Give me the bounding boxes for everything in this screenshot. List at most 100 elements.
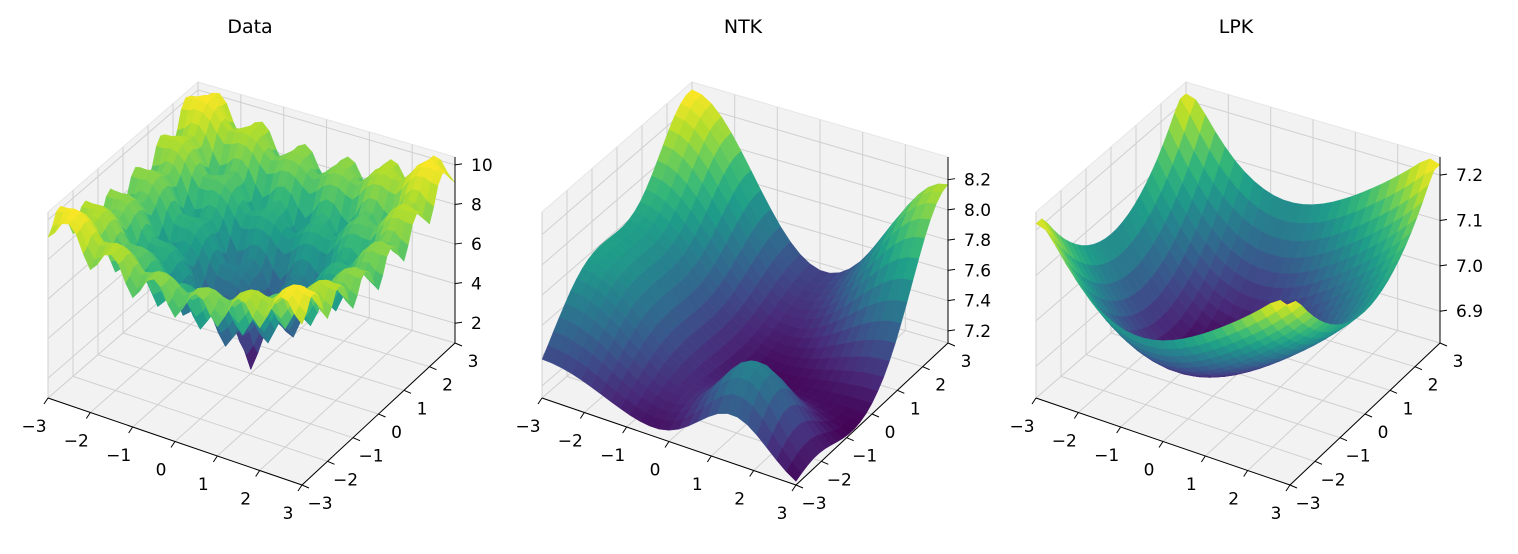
z-tick-label: 7.6 bbox=[964, 261, 991, 281]
x-tick-label: 2 bbox=[240, 490, 251, 510]
z-tick-label: 2 bbox=[471, 314, 482, 334]
x-tick-label: 0 bbox=[156, 461, 167, 481]
x-tick bbox=[791, 484, 797, 492]
subplot-title: NTK bbox=[724, 16, 763, 38]
x-tick-label: 0 bbox=[650, 461, 661, 481]
y-tick bbox=[1389, 389, 1398, 394]
x-tick-label: 3 bbox=[283, 504, 294, 524]
z-tick bbox=[454, 321, 463, 324]
x-tick bbox=[706, 455, 712, 463]
y-tick-label: 1 bbox=[417, 399, 428, 419]
y-tick bbox=[1289, 484, 1298, 489]
x-tick-label: −2 bbox=[1052, 432, 1077, 452]
y-tick-label: −1 bbox=[852, 447, 877, 467]
x-tick-label: −3 bbox=[515, 417, 540, 437]
y-tick bbox=[922, 366, 930, 371]
y-tick bbox=[454, 342, 463, 347]
y-tick-label: −3 bbox=[307, 494, 332, 514]
x-tick-label: −2 bbox=[558, 432, 583, 452]
x-tick-label: −1 bbox=[1094, 446, 1119, 466]
z-tick-label: 10 bbox=[471, 156, 493, 176]
y-tick-label: 2 bbox=[442, 376, 453, 396]
x-tick bbox=[1285, 484, 1291, 492]
y-tick bbox=[1364, 413, 1373, 418]
z-tick bbox=[454, 202, 463, 205]
z-tick bbox=[947, 329, 956, 332]
y-tick bbox=[1414, 366, 1423, 371]
y-tick-label: −2 bbox=[1320, 470, 1345, 490]
z-tick bbox=[947, 268, 956, 271]
y-tick-label: −3 bbox=[1295, 494, 1320, 514]
y-tick-label: 3 bbox=[1453, 352, 1464, 372]
y-tick bbox=[795, 484, 804, 489]
x-tick bbox=[297, 484, 303, 492]
z-tick-label: 7.1 bbox=[1456, 212, 1483, 232]
y-tick-label: −1 bbox=[1345, 447, 1370, 467]
x-tick bbox=[1073, 412, 1079, 419]
y-tick bbox=[327, 460, 335, 465]
surface bbox=[1035, 93, 1441, 378]
x-tick bbox=[1158, 441, 1164, 448]
z-tick bbox=[1439, 219, 1448, 222]
x-tick bbox=[85, 412, 91, 419]
x-tick bbox=[255, 470, 261, 477]
x-tick bbox=[170, 441, 176, 448]
surface bbox=[47, 92, 456, 371]
z-tick-label: 7.4 bbox=[964, 292, 991, 312]
z-tick-label: 7.2 bbox=[1456, 166, 1483, 186]
z-tick-label: 7.2 bbox=[964, 322, 991, 342]
z-tick-label: 8.2 bbox=[964, 171, 991, 191]
surface-patch bbox=[1280, 300, 1296, 307]
axes bbox=[537, 157, 956, 492]
y-tick bbox=[947, 342, 956, 347]
z-tick-label: 8.0 bbox=[964, 201, 991, 221]
z-tick-label: 8 bbox=[471, 195, 482, 215]
y-tick-label: 1 bbox=[1403, 399, 1414, 419]
z-tick-label: 7.8 bbox=[964, 231, 991, 251]
y-tick-label: 2 bbox=[935, 376, 946, 396]
x-tick-label: 2 bbox=[1228, 490, 1239, 510]
x-tick bbox=[1243, 470, 1249, 477]
y-tick bbox=[1339, 437, 1348, 442]
y-tick-label: 1 bbox=[910, 399, 921, 419]
x-tick-label: 1 bbox=[198, 475, 209, 495]
y-tick bbox=[1314, 460, 1323, 465]
x-tick-label: −3 bbox=[1009, 417, 1034, 437]
y-tick bbox=[429, 366, 437, 371]
y-tick-label: −2 bbox=[333, 470, 358, 490]
surface-patch bbox=[785, 461, 803, 482]
y-tick bbox=[403, 389, 412, 394]
x-tick-label: −1 bbox=[106, 446, 131, 466]
z-gridline bbox=[47, 89, 456, 221]
x-tick bbox=[1031, 397, 1037, 405]
x-tick-label: 2 bbox=[734, 490, 745, 510]
z-tick bbox=[1439, 309, 1448, 312]
y-tick bbox=[821, 460, 829, 465]
surface-patch bbox=[294, 305, 307, 325]
z-tick bbox=[454, 242, 463, 245]
x-tick bbox=[128, 426, 134, 434]
x-tick-label: 0 bbox=[1144, 461, 1155, 481]
y-tick-label: 0 bbox=[1378, 423, 1389, 443]
x-tick-label: 1 bbox=[1186, 475, 1197, 495]
axes bbox=[43, 157, 463, 492]
y-tick-label: −3 bbox=[801, 494, 826, 514]
x-tick bbox=[537, 397, 543, 405]
z-tick bbox=[947, 299, 956, 302]
x-tick-label: −3 bbox=[21, 417, 46, 437]
x-tick bbox=[212, 455, 218, 463]
z-tick-label: 4 bbox=[471, 275, 482, 295]
y-tick-label: 2 bbox=[1428, 376, 1439, 396]
z-tick-label: 6.9 bbox=[1456, 302, 1483, 322]
x-tick bbox=[622, 426, 628, 434]
subplot-title: Data bbox=[227, 16, 272, 38]
x-tick bbox=[664, 441, 670, 448]
y-tick-label: 3 bbox=[468, 352, 479, 372]
x-tick bbox=[579, 412, 585, 419]
